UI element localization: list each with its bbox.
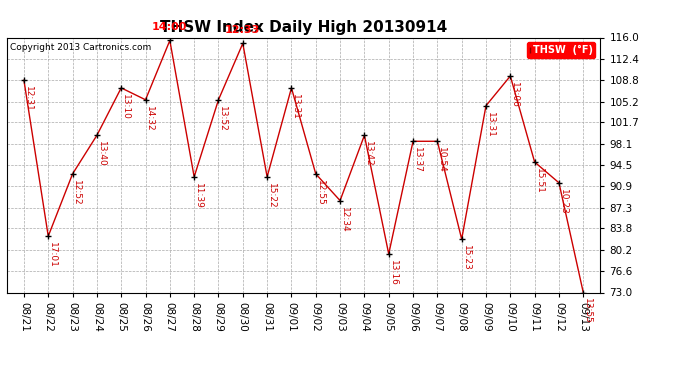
Text: 12:52: 12:52 [72, 180, 81, 206]
Text: 11:39: 11:39 [194, 183, 203, 209]
Text: 15:51: 15:51 [535, 168, 544, 194]
Text: 13:06: 13:06 [510, 82, 519, 108]
Text: 13:10: 13:10 [121, 94, 130, 120]
Text: Copyright 2013 Cartronics.com: Copyright 2013 Cartronics.com [10, 43, 151, 52]
Title: THSW Index Daily High 20130914: THSW Index Daily High 20130914 [160, 20, 447, 35]
Text: 12:55: 12:55 [315, 180, 324, 206]
Text: 14:32: 14:32 [146, 106, 155, 131]
Text: 13:42: 13:42 [364, 141, 373, 167]
Text: 10:23: 10:23 [559, 189, 568, 214]
Text: 12:33: 12:33 [225, 24, 260, 34]
Text: 13:31: 13:31 [486, 112, 495, 138]
Text: 13:16: 13:16 [388, 260, 397, 286]
Legend: THSW  (°F): THSW (°F) [526, 42, 595, 58]
Text: 10:54: 10:54 [437, 147, 446, 173]
Text: 13:37: 13:37 [413, 147, 422, 173]
Text: 15:23: 15:23 [462, 245, 471, 271]
Text: 15:22: 15:22 [267, 183, 276, 209]
Text: 12:31: 12:31 [23, 86, 33, 112]
Text: 13:52: 13:52 [218, 106, 228, 132]
Text: 17:01: 17:01 [48, 242, 57, 268]
Text: 13:40: 13:40 [97, 141, 106, 167]
Text: 13:31: 13:31 [291, 94, 300, 120]
Text: 12:34: 12:34 [340, 207, 349, 232]
Text: 14:00: 14:00 [152, 22, 188, 32]
Text: 13:55: 13:55 [583, 298, 592, 324]
